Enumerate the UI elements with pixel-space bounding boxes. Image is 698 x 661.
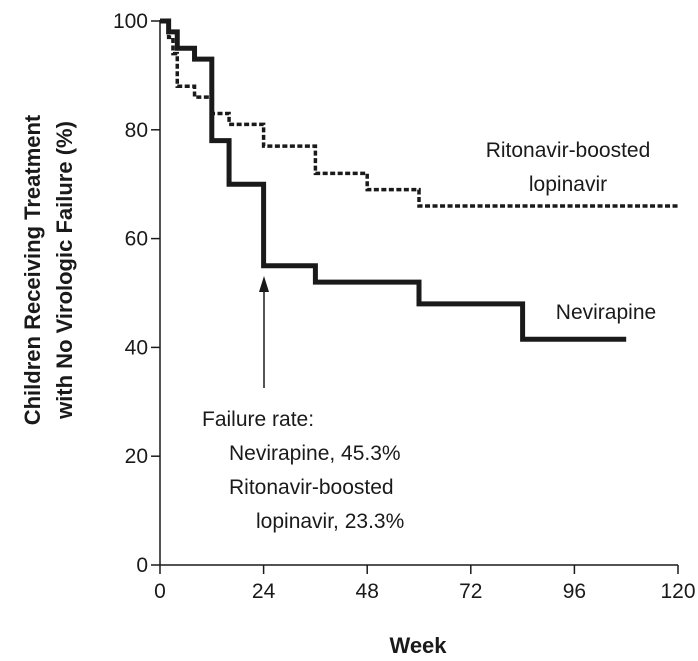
y-tick-label: 20 [125,445,148,468]
x-tick-label: 0 [154,580,166,603]
x-tick-label: 72 [459,580,482,603]
series-line-lopinavir [160,19,678,208]
series-line-nevirapine [160,18,627,342]
y-tick-label: 40 [125,336,148,359]
x-tick-label: 24 [252,580,276,603]
annotation-arrow-head [259,276,269,292]
y-tick-label: 0 [136,554,148,577]
x-tick-label: 120 [660,580,695,603]
x-axis-title: Week [389,633,447,658]
annotation-line-1: Failure rate: [202,408,314,431]
annotation-line-4: lopinavir, 23.3% [256,510,404,533]
y-tick-label: 80 [125,119,148,142]
axes: 0 20 40 60 80 100 0 24 48 72 96 120 [113,10,696,603]
annotation-line-2: Nevirapine, 45.3% [229,442,401,465]
y-tick-label: 100 [113,10,148,33]
x-tick-label: 96 [563,580,586,603]
series-layer [160,18,678,342]
y-axis-title-line-1: Children Receiving Treatment [20,114,45,425]
series-label-nevirapine: Nevirapine [556,301,656,324]
series-label-lopinavir-line-2: lopinavir [529,173,607,196]
y-tick-label: 60 [125,228,148,251]
annotation-line-3: Ritonavir-boosted [229,476,394,499]
x-tick-label: 48 [356,580,379,603]
y-axis-title-line-2: with No Virologic Failure (%) [52,121,77,420]
series-label-lopinavir-line-1: Ritonavir-boosted [486,139,651,162]
